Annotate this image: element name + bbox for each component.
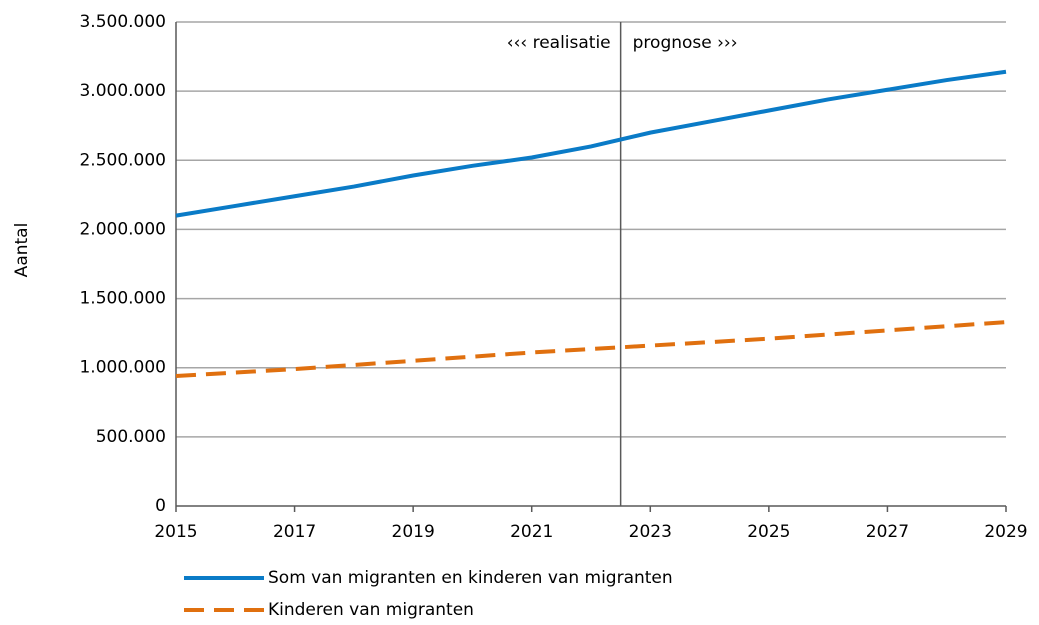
annotation-right: prognose ››› (633, 33, 738, 53)
y-tick-label: 1.500.000 (79, 289, 166, 309)
y-tick-label: 2.000.000 (79, 219, 166, 239)
y-axis-label: Aantal (12, 223, 32, 278)
x-tick-label: 2025 (747, 522, 790, 542)
y-tick-label: 500.000 (96, 427, 166, 447)
y-tick-label: 2.500.000 (79, 150, 166, 170)
x-tick-label: 2027 (866, 522, 909, 542)
series-line (175, 320, 1007, 379)
x-tick-label: 2019 (392, 522, 435, 542)
y-tick-label: 3.000.000 (79, 81, 166, 101)
y-tick-label: 1.000.000 (79, 358, 166, 378)
legend-label: Som van migranten en kinderen van migran… (268, 568, 673, 588)
x-tick-label: 2029 (984, 522, 1027, 542)
legend-label: Kinderen van migranten (268, 600, 474, 620)
x-tick-label: 2023 (629, 522, 672, 542)
series-line (175, 69, 1007, 218)
x-tick-label: 2021 (510, 522, 553, 542)
y-tick-label: 0 (155, 496, 166, 516)
x-tick-label: 2015 (154, 522, 197, 542)
annotation-left: ‹‹‹ realisatie (507, 33, 611, 53)
x-tick-label: 2017 (273, 522, 316, 542)
y-tick-label: 3.500.000 (79, 12, 166, 32)
